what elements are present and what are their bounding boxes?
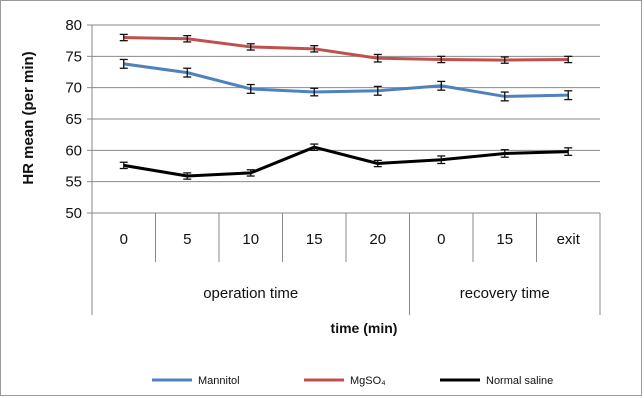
error-bar xyxy=(246,83,255,94)
error-bar xyxy=(310,87,319,97)
error-bar xyxy=(437,55,446,64)
error-bar xyxy=(564,55,573,64)
y-tick-label: 70 xyxy=(65,80,82,97)
x-tick-label: 10 xyxy=(242,231,259,248)
x-tick-label: 15 xyxy=(496,231,513,248)
x-tick-label: 20 xyxy=(369,231,386,248)
error-bar xyxy=(437,80,446,91)
error-bar xyxy=(310,45,319,53)
y-tick-label: 65 xyxy=(65,111,82,128)
error-bar xyxy=(246,169,255,177)
error-bar xyxy=(373,53,382,63)
x-tick-label: 5 xyxy=(183,231,191,248)
x-axis-title: time (min) xyxy=(331,320,398,336)
x-tick-label: 0 xyxy=(120,231,128,248)
error-bar xyxy=(500,91,509,102)
y-tick-label: 80 xyxy=(65,17,82,34)
series-layer xyxy=(119,33,573,180)
error-bar xyxy=(246,43,255,51)
legend-item: Normal saline xyxy=(440,375,553,387)
legend: Mannitol MgSO₄ Normal saline xyxy=(152,375,553,387)
error-bar xyxy=(119,33,128,42)
x-group-label: operation time xyxy=(203,285,298,302)
error-bar xyxy=(119,58,128,69)
y-tick-label: 75 xyxy=(65,48,82,65)
error-bar xyxy=(437,155,446,165)
error-bar xyxy=(373,159,382,168)
series-line xyxy=(123,145,569,178)
error-bar xyxy=(119,161,128,170)
error-bar xyxy=(183,172,192,180)
y-tick-label: 50 xyxy=(65,205,82,222)
legend-item: MgSO₄ xyxy=(304,375,386,387)
x-tick-label: 0 xyxy=(437,231,445,248)
legend-label: Mannitol xyxy=(198,375,240,387)
error-bar xyxy=(310,143,319,151)
error-bar xyxy=(500,149,509,158)
text-layer: 50 55 60 65 70 75 80 0 5 10 15 20 0 15 exit operation t… xyxy=(65,17,580,302)
error-bar xyxy=(183,35,192,43)
y-axis-label: HR mean (per min) xyxy=(20,51,37,184)
y-tick-label: 55 xyxy=(65,174,82,191)
x-group-label: recovery time xyxy=(460,285,550,302)
legend-label: MgSO₄ xyxy=(350,375,386,387)
error-bar xyxy=(564,147,573,156)
grid-layer xyxy=(87,24,601,315)
error-bar xyxy=(500,56,509,64)
series-line xyxy=(123,62,569,98)
x-tick-label: 15 xyxy=(306,231,323,248)
x-tick-label: exit xyxy=(557,231,581,248)
legend-item: Mannitol xyxy=(152,375,240,387)
y-tick-label: 60 xyxy=(65,142,82,159)
error-bar xyxy=(183,67,192,78)
series-line xyxy=(123,36,569,62)
error-bar xyxy=(373,85,382,96)
legend-label: Normal saline xyxy=(486,375,553,387)
error-bar xyxy=(564,90,573,101)
